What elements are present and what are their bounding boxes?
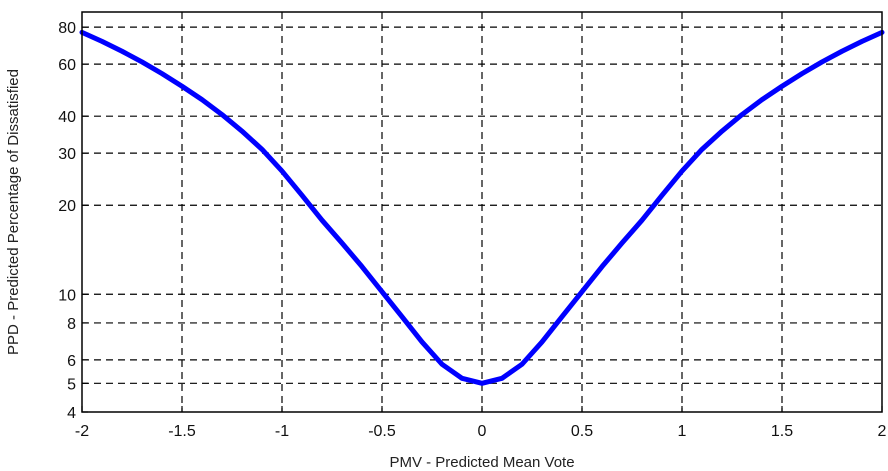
y-tick-label: 20 [58,198,76,215]
x-tick-label: -2 [75,423,89,440]
x-tick-label: 0.5 [571,423,593,440]
y-tick-label: 5 [67,376,76,393]
y-tick-label: 10 [58,287,76,304]
y-tick-label: 8 [67,316,76,333]
y-tick-label: 6 [67,353,76,370]
ppd-curve [79,29,885,386]
y-tick-label: 80 [58,20,76,37]
x-tick-label: -1 [275,423,289,440]
y-tick-label: 40 [58,109,76,126]
y-tick-label: 4 [67,405,76,422]
x-axis-label: PMV - Predicted Mean Vote [389,454,574,471]
x-tick-label: 0 [478,423,487,440]
y-tick-label: 30 [58,146,76,163]
y-axis-label: PPD - Predicted Percentage of Dissatisfi… [5,69,22,355]
x-tick-label: -1.5 [168,423,196,440]
x-tick-label: -0.5 [368,423,396,440]
y-ticks: 4 5 6 8 10 20 30 40 60 80 [58,20,88,422]
x-tick-label: 2 [878,423,887,440]
grid-lines [82,12,882,412]
x-tick-label: 1 [678,423,687,440]
y-tick-label: 60 [58,57,76,74]
x-ticks: -2 -1.5 -1 -0.5 0 0.5 1 1.5 2 [75,406,887,440]
x-tick-label: 1.5 [771,423,793,440]
